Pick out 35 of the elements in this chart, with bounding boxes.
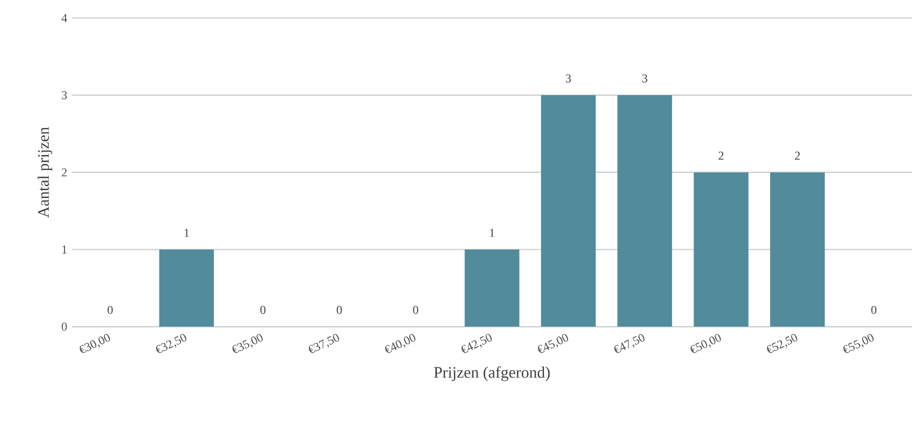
y-tick-label: 1 — [62, 246, 67, 254]
x-tick-label: €32,50 — [156, 334, 186, 353]
x-tick-label: €40,00 — [384, 334, 416, 353]
data-label: 0 — [336, 306, 342, 314]
x-tick-label: €45,00 — [538, 334, 568, 353]
x-tick-label: €35,00 — [232, 334, 263, 353]
x-tick-label: €47,50 — [614, 334, 644, 353]
bar — [770, 172, 825, 327]
bar — [617, 95, 672, 327]
y-axis-title: Aantal prijzen — [38, 127, 52, 218]
data-label: 0 — [871, 306, 876, 314]
data-label: 0 — [413, 306, 418, 314]
x-axis-title: Prijzen (afgerond) — [434, 366, 550, 382]
data-label: 1 — [490, 228, 494, 237]
x-tick-label: €50,00 — [690, 334, 721, 353]
x-tick-label: €55,00 — [843, 334, 874, 353]
y-tick-label: 0 — [62, 322, 67, 331]
data-label: 2 — [794, 152, 800, 160]
data-label: 0 — [260, 306, 266, 314]
x-tick-label: €37,50 — [308, 334, 340, 353]
data-label: 2 — [718, 152, 724, 160]
x-tick-label: €52,50 — [766, 334, 798, 353]
y-tick-label: 2 — [62, 168, 67, 176]
y-tick-label: 3 — [62, 91, 67, 100]
bar — [694, 172, 748, 327]
bar — [541, 95, 596, 327]
x-tick-label: €42,50 — [461, 334, 492, 353]
data-label: 0 — [108, 306, 113, 314]
bar — [159, 250, 214, 327]
x-tick-label: €30,00 — [79, 334, 110, 353]
y-tick-label: 4 — [62, 14, 68, 22]
data-label: 3 — [566, 74, 571, 82]
bar — [464, 250, 520, 327]
data-label: 1 — [184, 228, 189, 237]
data-label: 3 — [642, 74, 648, 82]
